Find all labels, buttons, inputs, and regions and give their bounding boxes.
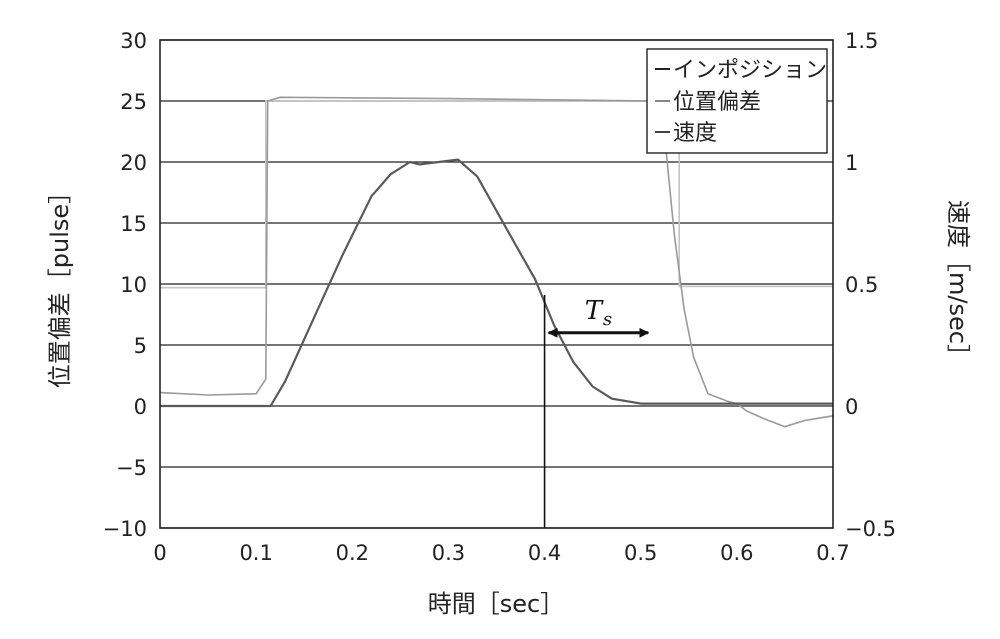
y-left-tick-label: 30	[120, 29, 147, 53]
velocity-line	[160, 158, 833, 408]
inposition-line	[160, 100, 833, 289]
y-right-tick-label: 0.5	[845, 273, 878, 297]
x-tick-label: 0.7	[816, 541, 849, 565]
y-left-tick-label: −5	[116, 456, 147, 480]
x-tick-label: 0.5	[624, 541, 657, 565]
y-right-axis-title: 速度［m/sec］	[944, 200, 972, 368]
legend-label-inposition: インポジション	[673, 58, 827, 83]
x-tick-label: 0.4	[528, 541, 561, 565]
legend-label-velocity: 速度	[673, 121, 717, 146]
settling-time-label-subscript: s	[603, 309, 612, 330]
legend-box	[646, 48, 828, 154]
x-tick-label: 0.3	[432, 541, 465, 565]
position-error-line	[159, 96, 834, 428]
x-tick-label: 0.1	[239, 541, 272, 565]
x-axis-title: 時間［sec］	[428, 590, 564, 618]
x-tick-label: 0	[153, 541, 166, 565]
y-right-tick-label: −0.5	[845, 517, 896, 541]
y-left-tick-label: 5	[134, 334, 147, 358]
y-left-tick-label: 15	[120, 212, 147, 236]
x-tick-label: 0.2	[336, 541, 369, 565]
x-tick-labels: 0 0.1 0.2 0.3 0.4 0.5 0.6 0.7	[153, 541, 849, 565]
y-left-tick-label: 25	[120, 90, 147, 114]
y-left-tick-label: −10	[103, 517, 147, 541]
y-right-tick-label: 1.5	[845, 29, 878, 53]
y-right-tick-label: 1	[845, 151, 858, 175]
legend-label-position-error: 位置偏差	[673, 90, 761, 115]
settling-time-label: T	[585, 296, 604, 326]
plot-frame	[159, 39, 834, 529]
series-lines	[159, 96, 834, 428]
y-left-tick-label: 20	[120, 151, 147, 175]
x-tick-label: 0.6	[720, 541, 753, 565]
y-left-tick-labels: −10 −5 0 5 10 15 20 25 30	[103, 29, 147, 541]
y-left-tick-label: 0	[134, 395, 147, 419]
y-left-tick-label: 10	[120, 273, 147, 297]
y-right-tick-labels: −0.5 0 0.5 1 1.5	[845, 29, 896, 541]
legend: インポジション 位置偏差 速度	[646, 48, 828, 154]
y-left-axis-title: 位置偏差［pulse］	[46, 180, 74, 388]
y-right-tick-label: 0	[845, 395, 858, 419]
